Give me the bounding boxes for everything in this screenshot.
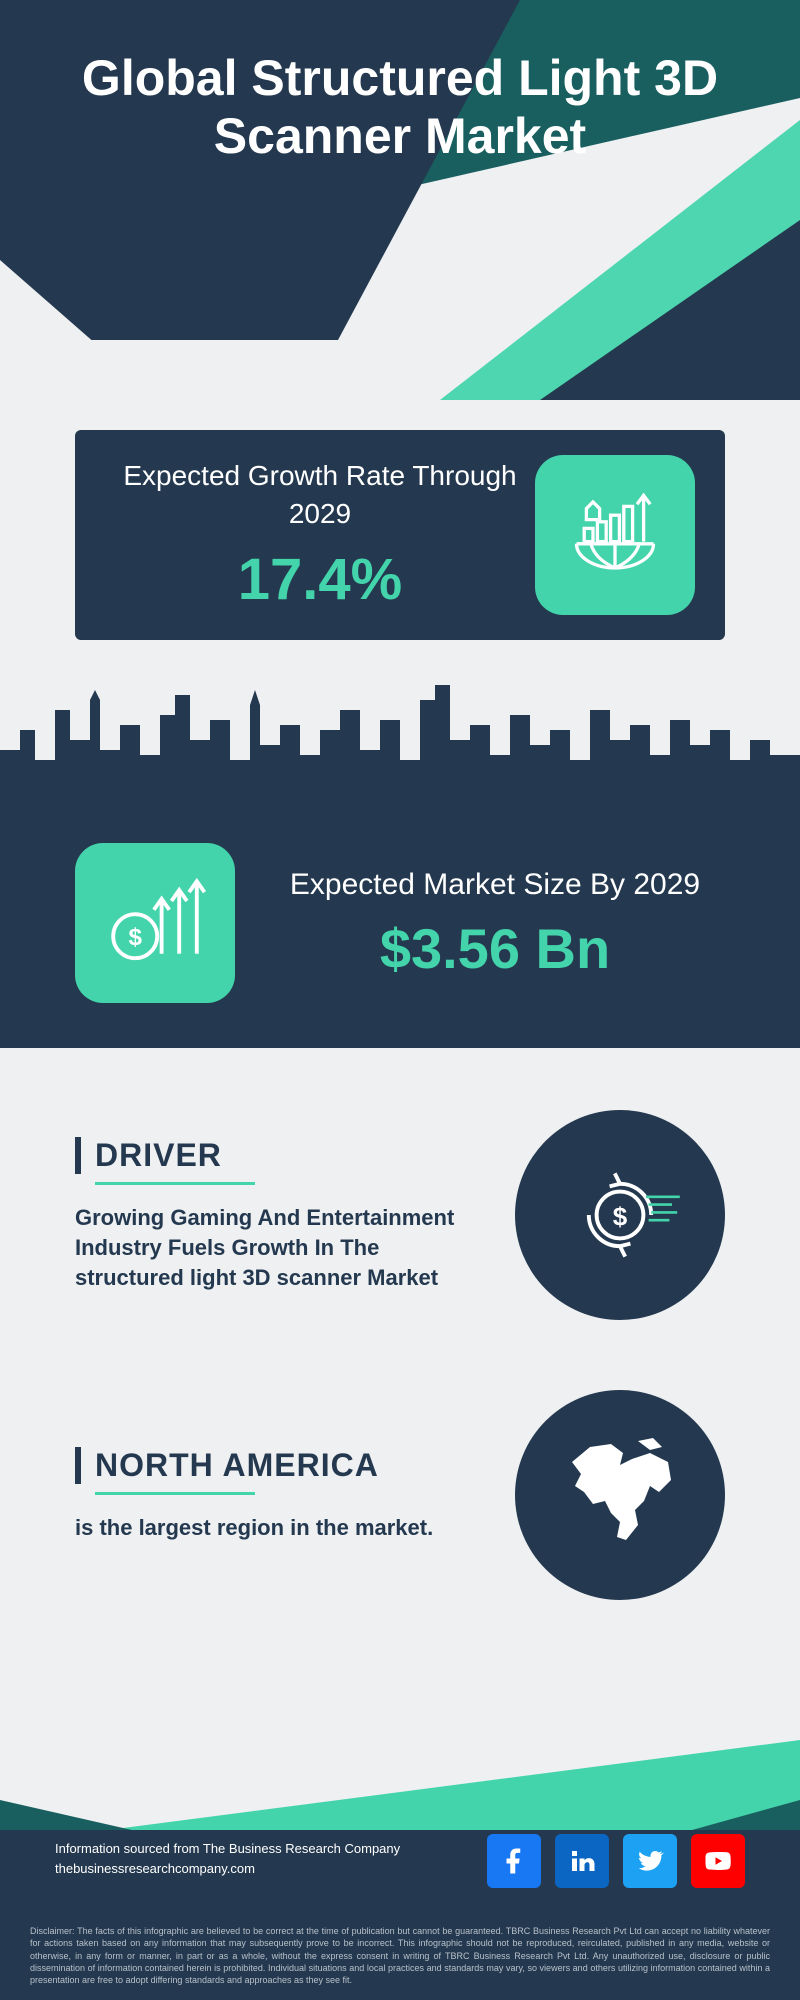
dollar-arrows-up-icon: $ [75, 843, 235, 1003]
social-links [487, 1834, 745, 1888]
source-line2: thebusinessresearchcompany.com [55, 1859, 400, 1879]
stat-card-text: Expected Growth Rate Through 2029 17.4% [105, 457, 535, 614]
driver-section: DRIVER Growing Gaming And Entertainment … [75, 1110, 725, 1320]
footer-geometry: Information sourced from The Business Re… [0, 1620, 800, 2000]
stat2-value: $3.56 Bn [265, 916, 725, 981]
region-body: is the largest region in the market. [75, 1513, 455, 1543]
disclaimer-body: Disclaimer: The facts of this infographi… [30, 1926, 770, 1985]
facebook-icon[interactable] [487, 1834, 541, 1888]
linkedin-icon[interactable] [555, 1834, 609, 1888]
svg-text:$: $ [613, 1201, 628, 1231]
source-line1: Information sourced from The Business Re… [55, 1839, 400, 1859]
driver-body: Growing Gaming And Entertainment Industr… [75, 1203, 455, 1292]
stat1-label: Expected Growth Rate Through 2029 [105, 457, 535, 533]
source-attribution: Information sourced from The Business Re… [55, 1839, 400, 1878]
driver-heading: DRIVER [75, 1137, 495, 1174]
accent-rule [95, 1492, 255, 1495]
region-heading: NORTH AMERICA [75, 1447, 495, 1484]
driver-text: DRIVER Growing Gaming And Entertainment … [75, 1137, 495, 1292]
dollar-exchange-icon: $ [515, 1110, 725, 1320]
page-title: Global Structured Light 3D Scanner Marke… [60, 50, 740, 165]
stat-card-text: Expected Market Size By 2029 $3.56 Bn [265, 865, 725, 981]
stat-card-market-size: $ Expected Market Size By 2029 $3.56 Bn [0, 788, 800, 1048]
infographic-page: Global Structured Light 3D Scanner Marke… [0, 0, 800, 2000]
stat-card-growth-rate: Expected Growth Rate Through 2029 17.4% [75, 430, 725, 640]
twitter-icon[interactable] [623, 1834, 677, 1888]
region-section: NORTH AMERICA is the largest region in t… [75, 1390, 725, 1600]
accent-rule [95, 1182, 255, 1185]
growth-globe-bars-icon [535, 455, 695, 615]
stat-card-inner: $ Expected Market Size By 2029 $3.56 Bn [75, 828, 725, 1018]
region-text: NORTH AMERICA is the largest region in t… [75, 1447, 495, 1543]
stat1-value: 17.4% [105, 546, 535, 613]
youtube-icon[interactable] [691, 1834, 745, 1888]
disclaimer-text: Disclaimer: The facts of this infographi… [30, 1925, 770, 1986]
skyline-silhouette-icon [0, 670, 800, 790]
svg-text:$: $ [128, 924, 142, 951]
north-america-map-icon [515, 1390, 725, 1600]
stat2-label: Expected Market Size By 2029 [265, 865, 725, 906]
